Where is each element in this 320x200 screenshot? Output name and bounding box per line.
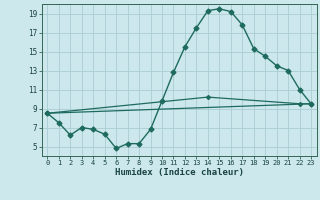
X-axis label: Humidex (Indice chaleur): Humidex (Indice chaleur) [115, 168, 244, 177]
